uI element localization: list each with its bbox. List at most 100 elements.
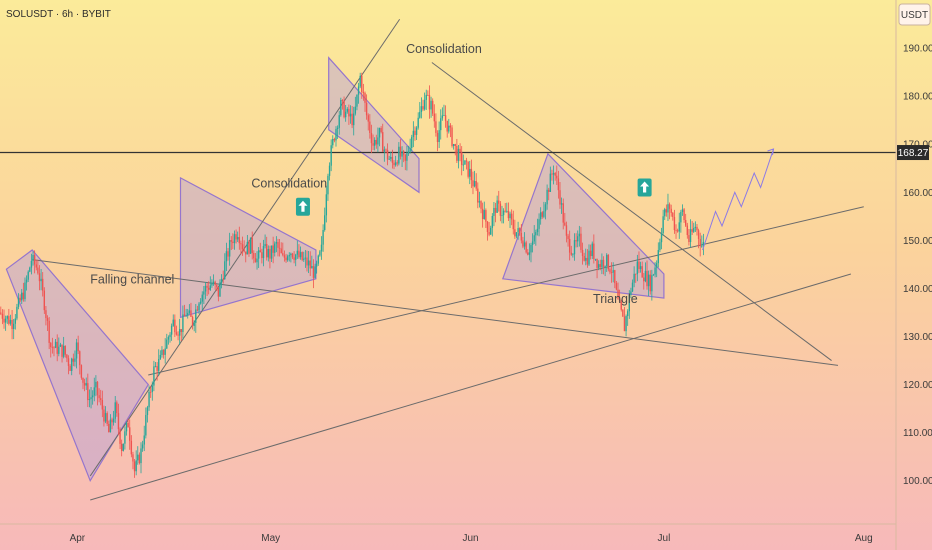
candles	[0, 72, 705, 478]
candle-body	[649, 274, 651, 292]
candle-body	[380, 127, 382, 133]
candle-body	[264, 243, 266, 247]
candle-body	[267, 249, 270, 258]
candle-body	[398, 146, 400, 164]
candle-body	[430, 100, 432, 110]
candle-body	[668, 204, 671, 209]
candle-body	[462, 164, 465, 166]
candle-body	[488, 232, 490, 235]
candle-body	[428, 95, 431, 110]
candle-body	[246, 241, 249, 255]
candle-body	[135, 460, 137, 472]
candle-body	[216, 284, 218, 287]
candle-body	[467, 161, 469, 177]
candle-body	[153, 366, 155, 386]
candle-body	[224, 261, 226, 280]
candle-body	[330, 145, 332, 166]
candle-body	[515, 232, 518, 237]
candle-body	[151, 385, 153, 392]
candle-body	[597, 264, 600, 268]
candle-body	[409, 147, 411, 152]
candle-body	[207, 287, 210, 290]
price-axis[interactable]: 100.00 110.00 120.00 130.00 140.00 150.00 160.…	[895, 0, 932, 550]
candle-body	[245, 251, 247, 255]
candle-body	[419, 111, 421, 118]
projection-arrowhead	[767, 148, 775, 156]
candle-body	[369, 121, 371, 133]
candle-body	[691, 229, 693, 232]
candle-body	[177, 334, 179, 336]
candle-body	[198, 303, 200, 311]
candle-body	[577, 236, 579, 242]
candle-body	[156, 366, 158, 371]
candle-body	[214, 281, 216, 285]
candle-body	[341, 100, 344, 101]
candle-body	[328, 165, 331, 176]
candle-body	[676, 230, 679, 232]
candle-body	[610, 272, 613, 274]
candle-body	[607, 254, 610, 270]
candle-body	[694, 226, 697, 229]
candle-body	[301, 252, 303, 260]
candle-body	[37, 267, 39, 274]
price-tick-label: 120.00	[903, 380, 932, 391]
candle-body	[596, 258, 598, 268]
candle-body	[451, 127, 453, 147]
candle-body	[109, 419, 112, 433]
candle-body	[125, 422, 128, 432]
candle-body	[638, 261, 640, 269]
pattern-label: Consolidation	[406, 42, 482, 56]
time-axis-ticks: Apr May Jun Jul Aug	[70, 533, 873, 544]
signal-arrow-glyph	[298, 200, 308, 212]
candle-body	[383, 149, 386, 152]
candle-body	[481, 208, 484, 220]
candle-body	[42, 278, 44, 291]
candle-body	[66, 354, 68, 359]
candle-body	[106, 413, 108, 424]
candle-body	[251, 237, 253, 253]
candle-body	[673, 216, 676, 231]
candle-body	[344, 111, 347, 118]
pattern-label: Consolidation	[251, 176, 327, 190]
candle-body	[681, 209, 684, 212]
candle-body	[672, 212, 674, 217]
candle-body	[509, 213, 511, 219]
candle-body	[620, 301, 622, 310]
candle-body	[304, 257, 307, 259]
candle-body	[335, 128, 337, 141]
candle-body	[143, 435, 145, 445]
trendline	[89, 18, 401, 477]
candle-body	[670, 208, 672, 213]
candle-body	[402, 151, 405, 155]
price-tick-label: 130.00	[903, 332, 932, 343]
candle-body	[519, 228, 521, 233]
candle-body	[6, 316, 8, 319]
time-tick-label: Apr	[70, 533, 86, 544]
candle-body	[104, 413, 107, 422]
time-axis[interactable]: Apr May Jun Jul Aug	[0, 523, 896, 544]
candle-body	[544, 204, 547, 212]
candle-body	[164, 348, 166, 355]
candle-body	[85, 383, 87, 386]
candle-body	[657, 250, 660, 264]
candle-body	[636, 261, 639, 275]
candle-body	[567, 235, 569, 240]
candle-body	[465, 160, 468, 162]
candle-body	[88, 399, 91, 401]
candle-body	[431, 100, 434, 114]
candle-body	[604, 266, 606, 267]
candle-body	[232, 241, 234, 244]
candle-body	[422, 106, 424, 110]
candle-body	[365, 102, 368, 116]
candle-body	[614, 270, 616, 284]
candle-body	[33, 254, 36, 265]
candle-body	[512, 219, 514, 230]
candle-body	[423, 99, 426, 110]
candle-body	[539, 212, 542, 220]
candle-body	[618, 298, 621, 302]
candle-body	[12, 323, 15, 330]
candle-body	[591, 243, 593, 257]
currency-button[interactable]: USDT	[898, 3, 931, 26]
